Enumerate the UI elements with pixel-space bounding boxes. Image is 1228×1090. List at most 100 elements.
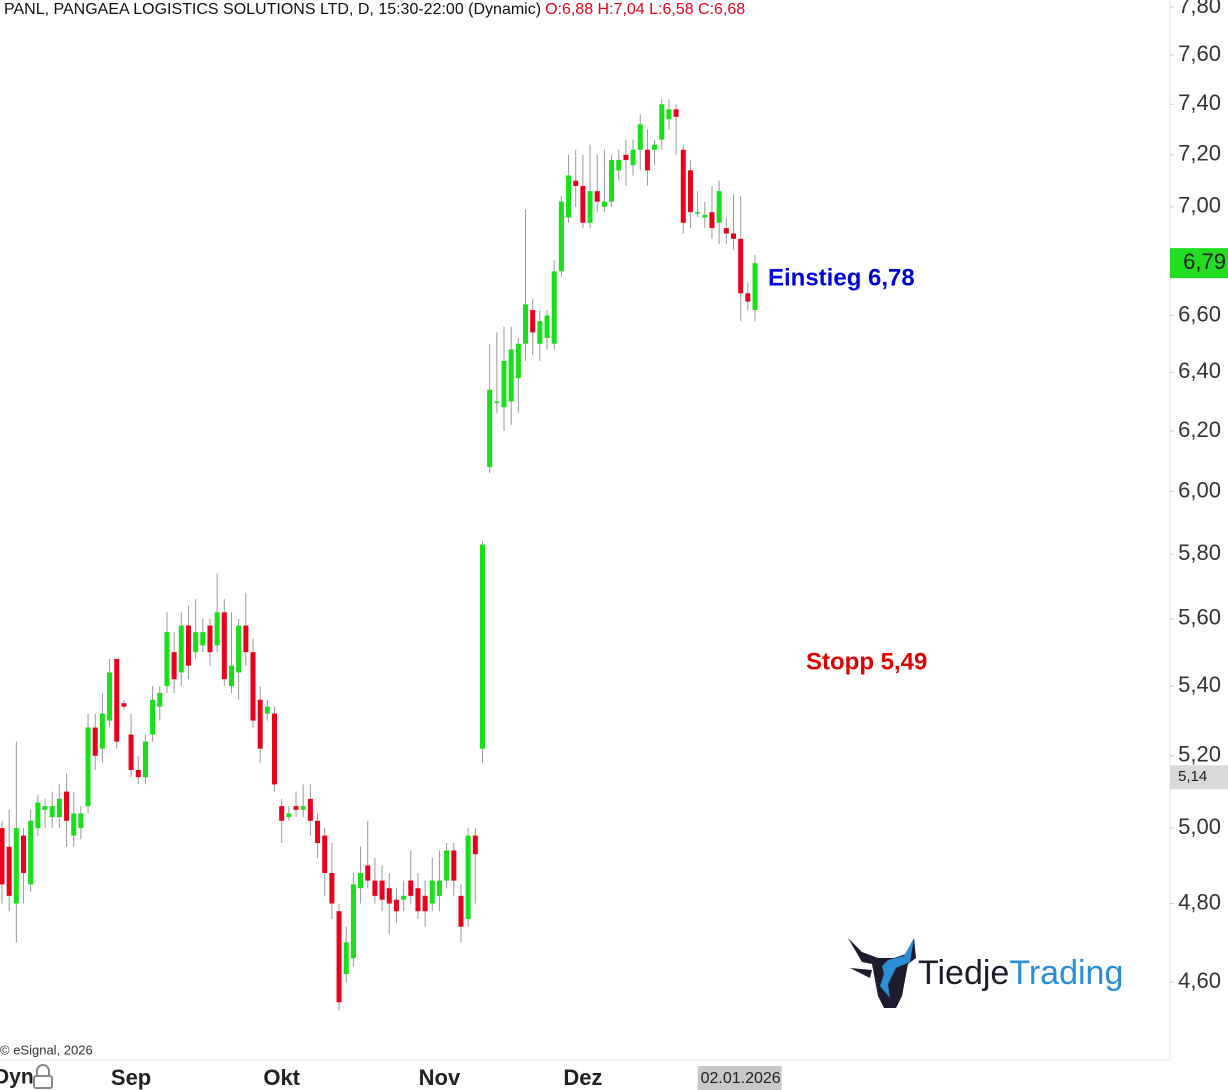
candle-body — [85, 727, 91, 807]
candle-body — [142, 741, 148, 778]
candle-body — [723, 228, 729, 234]
candle-body — [738, 238, 744, 294]
x-tick-label: Sep — [111, 1065, 151, 1090]
crosshair-date-box — [697, 1066, 782, 1090]
lock-body — [33, 1075, 53, 1089]
candle-body — [422, 895, 428, 912]
logo-part1: Tiedje — [918, 954, 1009, 992]
y-tick-label: 7,40 — [1178, 90, 1221, 115]
candle-body — [64, 791, 70, 821]
price-marker-label: 6,79 — [1183, 249, 1226, 274]
candle-body — [644, 149, 650, 171]
candle-body — [458, 895, 464, 927]
y-tick-label: 5,60 — [1178, 605, 1221, 630]
y-tick-label: 6,40 — [1178, 358, 1221, 383]
logo-text: TiedjeTrading — [918, 954, 1123, 992]
candle-body — [293, 806, 299, 810]
lock-icon[interactable] — [33, 1064, 53, 1089]
candle-body — [616, 160, 622, 171]
candle-body — [752, 263, 758, 310]
candle-body — [121, 703, 127, 707]
candle-body — [702, 214, 708, 218]
candle-body — [257, 699, 263, 749]
price-marker — [1170, 248, 1228, 279]
candle-body — [523, 304, 529, 344]
y-tick-label: 4,60 — [1178, 968, 1221, 993]
y-tick-label: 7,60 — [1178, 41, 1221, 66]
candle-body — [135, 769, 141, 778]
y-tick-label: 7,20 — [1178, 141, 1221, 166]
candle-body — [544, 315, 550, 339]
logo-bull-accent — [880, 938, 914, 998]
candle-body — [673, 109, 679, 117]
y-tick-label: 5,40 — [1178, 672, 1221, 697]
candle-body — [637, 124, 643, 150]
candle-body — [343, 942, 349, 975]
candle-body — [465, 835, 471, 919]
candle-body — [745, 293, 751, 302]
candle-body — [171, 652, 177, 680]
candle-body — [415, 888, 421, 912]
candle-body — [243, 625, 249, 653]
candle-body — [580, 185, 586, 223]
candle-body — [49, 806, 55, 818]
candle-body — [408, 880, 414, 896]
candle-body — [92, 727, 98, 756]
mode-label: Dyn — [0, 1066, 34, 1089]
candle-body — [329, 873, 335, 904]
candle-body — [107, 672, 113, 721]
candle-body — [185, 625, 191, 666]
logo: TiedjeTrading — [848, 938, 1123, 1008]
annotation: Stopp 5,49 — [806, 648, 927, 675]
candle-body — [609, 160, 615, 202]
y-tick-label: 6,60 — [1178, 301, 1221, 326]
candle-body — [472, 835, 478, 855]
candle-body — [99, 713, 105, 749]
candle-body — [566, 175, 572, 218]
x-tick-label: Okt — [263, 1065, 300, 1090]
y-tick-label: 5,80 — [1178, 540, 1221, 565]
candle-body — [365, 865, 371, 881]
candle-body — [401, 895, 407, 900]
lock-shackle — [36, 1064, 50, 1076]
candle-body — [436, 880, 442, 896]
candle-body — [508, 349, 514, 402]
x-tick-label: Nov — [419, 1065, 461, 1090]
candle-body — [551, 271, 557, 344]
y-tick-label: 7,80 — [1178, 0, 1221, 18]
candle-body — [709, 212, 715, 229]
candle-body — [0, 828, 5, 885]
candle-body — [630, 149, 636, 166]
candle-body — [150, 699, 156, 735]
y-tick-label: 4,80 — [1178, 889, 1221, 914]
candle-body — [372, 880, 378, 896]
candle-body — [515, 343, 521, 379]
candle-body — [601, 201, 607, 207]
candle-body — [164, 632, 170, 687]
y-tick-label: 6,00 — [1178, 477, 1221, 502]
candle-body — [228, 665, 234, 687]
candle-body — [479, 544, 485, 749]
candle-body — [157, 692, 163, 707]
candle-body — [429, 880, 435, 904]
y-tick-label: 7,00 — [1178, 193, 1221, 218]
candle-body — [272, 713, 278, 785]
candle-body — [178, 625, 184, 673]
candle-body — [279, 806, 285, 821]
candle-body — [659, 104, 665, 140]
candle-body — [78, 813, 84, 829]
candle-body — [214, 612, 220, 646]
candle-body — [114, 658, 120, 742]
candle-body — [350, 884, 356, 959]
candle-body — [128, 734, 134, 770]
candle-body — [379, 880, 385, 900]
candle-body — [71, 813, 77, 836]
title-text: PANL, PANGAEA LOGISTICS SOLUTIONS LTD, D… — [4, 1, 541, 18]
candle-body — [315, 820, 321, 843]
candle-body — [494, 401, 500, 403]
candle-body — [730, 233, 736, 239]
ohlc-text: O:6,88 H:7,04 L:6,58 C:6,68 — [545, 1, 745, 18]
price-marker — [1170, 765, 1228, 790]
candle-body — [236, 625, 242, 673]
